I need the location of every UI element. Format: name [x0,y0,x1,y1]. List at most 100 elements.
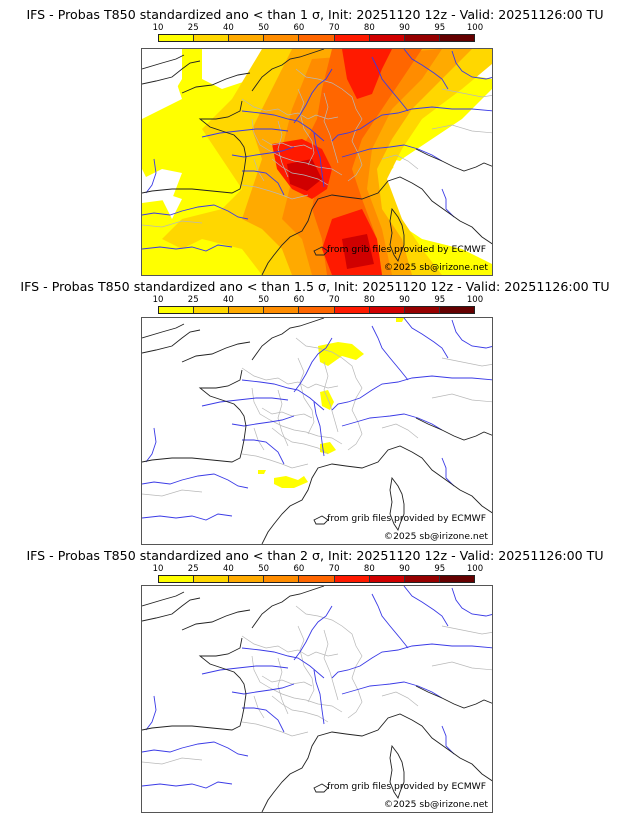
admin-border-line [441,625,492,635]
river-line [142,513,233,521]
admin-border-line [142,757,203,765]
colorbar [158,306,475,314]
river-line [201,397,289,407]
coastline [313,515,329,525]
river-line [201,128,289,138]
coastline [389,744,405,800]
admin-border-line [271,695,329,723]
colorbar-bin [334,576,370,582]
river-line [341,144,443,162]
rivers [142,586,492,789]
coastline [251,318,325,361]
colorbar-bin [299,307,335,313]
probability-map: from grib files provided by ECMWF ©2025 … [141,585,493,813]
colorbar-tick-label: 95 [434,564,446,574]
river-line [331,375,492,411]
river-line [313,669,325,725]
colorbar-tick-label: 90 [399,564,410,574]
panel-3: IFS - Probas T850 standardized ano < tha… [0,548,630,818]
river-line [441,188,455,218]
river-line [441,725,455,755]
river-line [441,457,455,487]
river-line [242,707,285,733]
river-line [403,586,449,627]
colorbar-tick-label: 50 [258,295,270,305]
river-line [371,56,409,112]
river-line [145,427,157,463]
admin-border-line [241,635,339,657]
coastline [142,369,247,463]
no-data [142,49,182,109]
colorbar-bin [264,307,300,313]
prob-70 [342,49,392,99]
admin-border-line [271,427,329,455]
coastline [181,609,251,631]
admin-border-line [323,629,339,701]
admin-border-line [261,407,313,419]
colorbar-tick-label: 100 [466,23,484,33]
river-line [313,401,325,457]
colorbar-bin [369,576,405,582]
colorbar-tick-label: 50 [258,564,270,574]
colorbar-bin [404,35,440,41]
map-canvas [142,586,492,812]
river-line [231,683,295,695]
map-canvas [142,49,492,275]
prob-10 [258,470,266,474]
prob-80 [342,234,374,269]
admin-border-line [297,357,315,435]
admin-border-line [441,357,492,367]
river-line [293,68,333,124]
admin-border-line [142,489,203,497]
colorbar-tick-label: 40 [223,564,234,574]
coastlines [142,49,492,275]
colorbar-bin [369,35,405,41]
coastline [261,445,492,544]
no-data [392,159,492,229]
coastlines [142,318,492,544]
colorbar-bin [159,35,195,41]
river-line [371,325,409,381]
river-line [231,415,295,427]
river-line [142,473,249,489]
colorbar-tick-label: 10 [152,23,164,33]
admin-border-line [323,361,339,433]
river-line [241,647,325,679]
admin-border-line [142,220,203,228]
admin-border-line [251,655,343,713]
panel-2: IFS - Probas T850 standardized ano < tha… [0,279,630,547]
colorbar-tick-label: 40 [223,295,234,305]
admin-border-line [431,393,492,403]
coastline [389,207,405,263]
admin-border-line [251,118,343,176]
admin-border-line [241,184,309,200]
colorbar-tick-label: 10 [152,295,164,305]
colorbar-bin [159,307,195,313]
colorbar-tick-label: 90 [399,295,410,305]
river-line [451,587,492,617]
admin-border-line [271,158,329,186]
river-line [242,439,285,465]
river-line [142,781,233,789]
coastline [261,176,492,275]
credit-copyright: ©2025 sb@irizone.net [383,531,488,542]
river-line [313,132,325,188]
river-line [403,318,449,359]
admin-border-line [241,721,309,737]
admin-border-line [251,387,343,445]
prob-10 [274,476,308,488]
coastline [251,49,325,92]
coastline [313,246,329,256]
coastline [181,72,251,94]
admin-border-line [241,98,339,120]
colorbar-labels: 10 25 40 50 60 70 80 90 95 100 [153,564,484,574]
colorbar-tick-label: 80 [363,295,375,305]
colorbar-bin [264,576,300,582]
colorbar-bin [369,307,405,313]
admin-border-line [441,88,492,98]
colorbar-bin [404,307,440,313]
admin-border-line [241,453,309,469]
coastline [415,148,492,172]
colorbar-tick-label: 60 [293,23,305,33]
colorbar-bin [194,307,230,313]
